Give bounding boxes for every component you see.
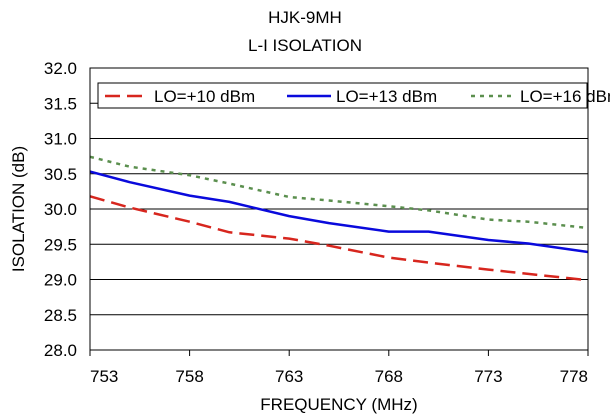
y-axis: 32.0 31.5 31.0 30.5 30.0 29.5 29.0 28.5 28.0 (44, 59, 77, 360)
y-tick-label: 28.0 (44, 341, 77, 360)
x-tick-label: 773 (474, 367, 502, 386)
y-tick-label: 29.5 (44, 235, 77, 254)
x-tick-label: 758 (175, 367, 203, 386)
series-line-3 (89, 155, 589, 230)
y-tick-label: 28.5 (44, 306, 77, 325)
y-tick-label: 32.0 (44, 59, 77, 78)
chart-subtitle: L-I ISOLATION (248, 36, 362, 55)
legend-box (97, 82, 588, 109)
y-axis-label: ISOLATION (dB) (9, 146, 28, 272)
legend-label-3: LO=+16 dBm (520, 87, 610, 106)
y-tick-label: 30.5 (44, 165, 77, 184)
x-tick-label: 753 (90, 367, 118, 386)
x-axis-label: FREQUENCY (MHz) (260, 395, 417, 414)
y-tick-label: 30.0 (44, 200, 77, 219)
chart-title: HJK-9MH (268, 8, 342, 27)
legend-label-1: LO=+10 dBm (154, 87, 255, 106)
legend-label-2: LO=+13 dBm (336, 87, 437, 106)
legend: LO=+10 dBm LO=+13 dBm LO=+16 dBm (97, 82, 610, 109)
plot-frame (89, 67, 589, 351)
x-tick-label: 768 (375, 367, 403, 386)
x-tick-label: 763 (275, 367, 303, 386)
x-axis: 753 758 763 768 773 778 (89, 350, 589, 386)
y-tick-label: 31.0 (44, 130, 77, 149)
series-line-1 (89, 195, 589, 282)
x-tick-label: 778 (560, 367, 588, 386)
grid-lines (90, 67, 588, 351)
series-line-2 (89, 170, 589, 254)
y-tick-label: 29.0 (44, 271, 77, 290)
series-lines (89, 155, 589, 282)
y-tick-label: 31.5 (44, 94, 77, 113)
